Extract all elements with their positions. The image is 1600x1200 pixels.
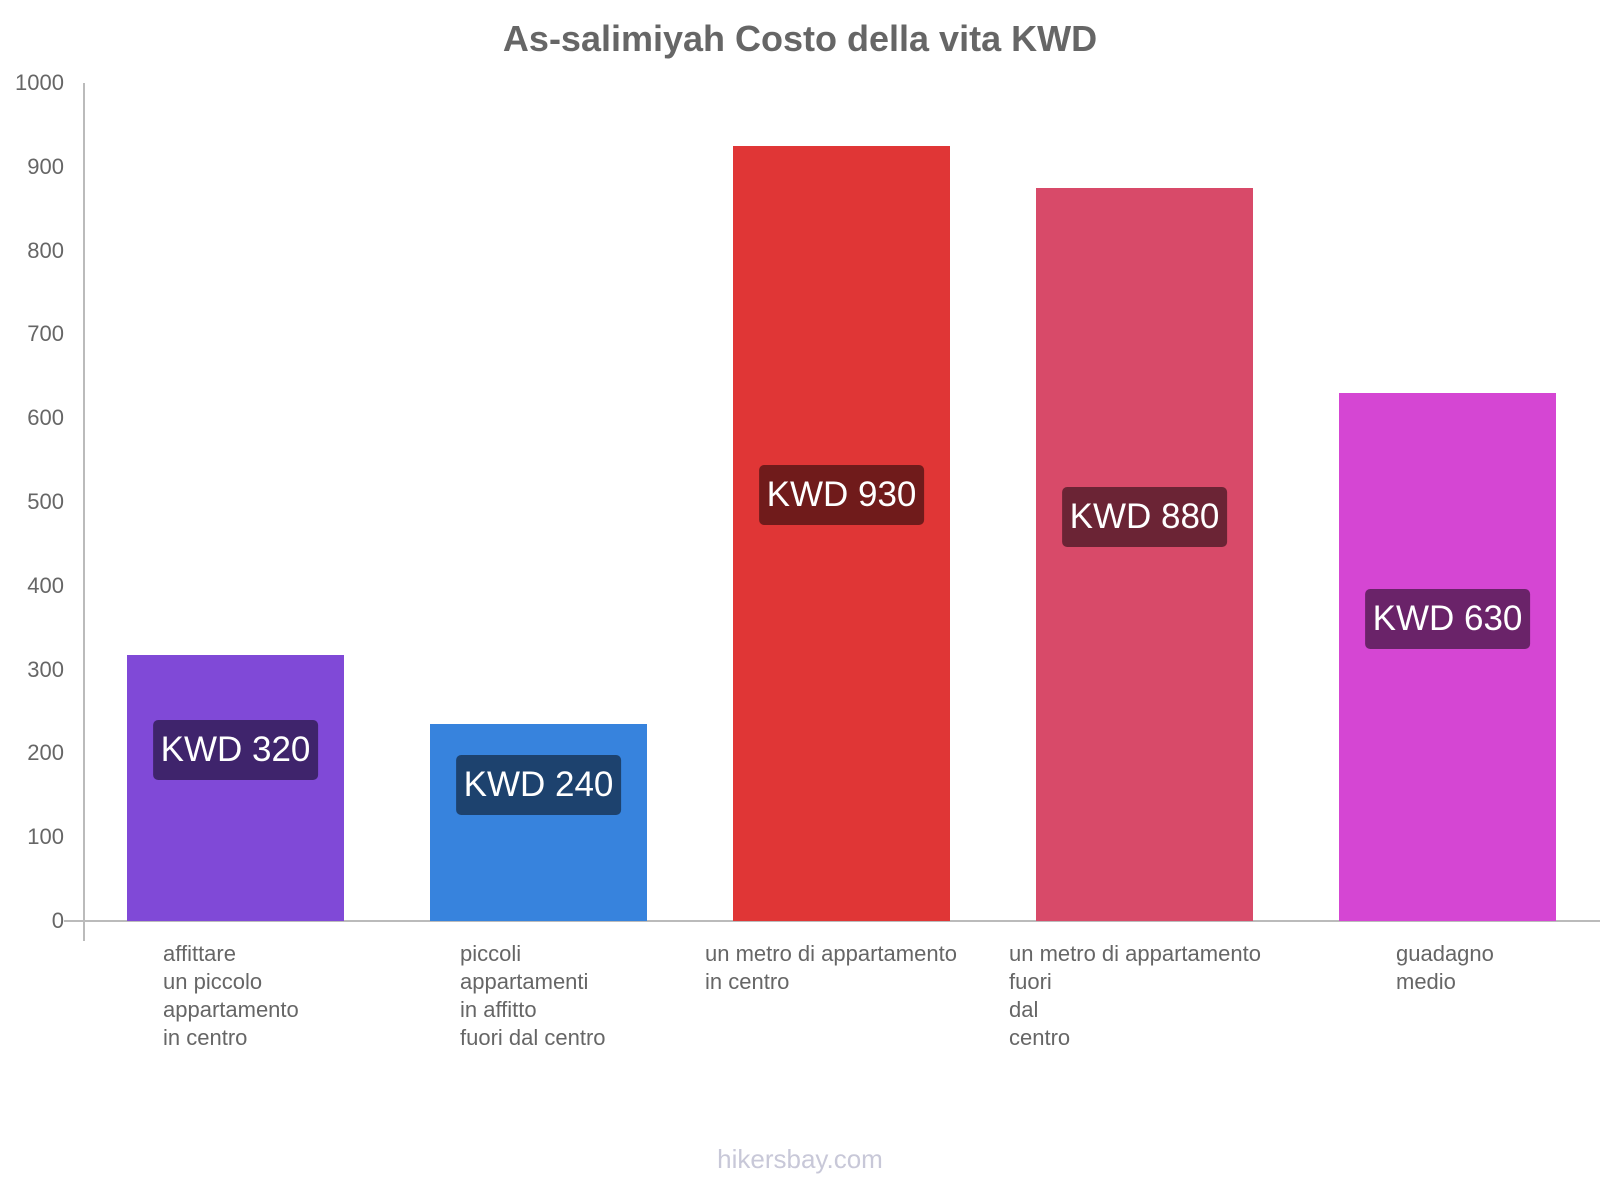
bar-value-label: KWD 320: [152, 719, 319, 780]
bar-value-label: KWD 880: [1061, 487, 1228, 547]
y-axis-line: [83, 83, 85, 941]
y-tick-label: 400: [27, 572, 64, 598]
bar: KWD 630: [1339, 393, 1556, 921]
y-tick-label: 200: [27, 740, 64, 766]
x-category-label: un metro di appartamento fuori dal centr…: [1009, 941, 1261, 1050]
bar-value-label: KWD 630: [1364, 588, 1531, 649]
y-tick-label: 900: [27, 153, 64, 179]
bar-value-label: KWD 930: [758, 464, 925, 525]
chart-title: As-salimiyah Costo della vita KWD: [502, 18, 1098, 59]
x-category-label: affittare un piccolo appartamento in cen…: [163, 941, 299, 1050]
x-category-label: piccoli appartamenti in affitto fuori da…: [460, 941, 606, 1050]
y-tick-label: 700: [27, 321, 64, 347]
bar: KWD 320: [127, 654, 344, 921]
zero-tick-mark: [64, 920, 84, 922]
bar: KWD 240: [430, 724, 647, 921]
x-category-label: un metro di appartamento in centro: [705, 941, 957, 994]
y-tick-label: 500: [27, 489, 64, 514]
x-category-label: guadagno medio: [1396, 941, 1494, 994]
y-tick-label: 1000: [15, 70, 64, 95]
y-tick-label: 600: [27, 405, 64, 431]
x-axis-line: [64, 920, 1600, 922]
bar: KWD 880: [1036, 187, 1253, 921]
y-tick-label: 0: [51, 908, 64, 933]
y-tick-label: 300: [27, 656, 64, 682]
bar: KWD 930: [733, 145, 950, 921]
bar-value-label: KWD 240: [455, 754, 622, 815]
y-tick-label: 800: [27, 237, 64, 263]
y-tick-label: 100: [27, 824, 64, 850]
watermark: hikersbay.com: [717, 1144, 883, 1174]
